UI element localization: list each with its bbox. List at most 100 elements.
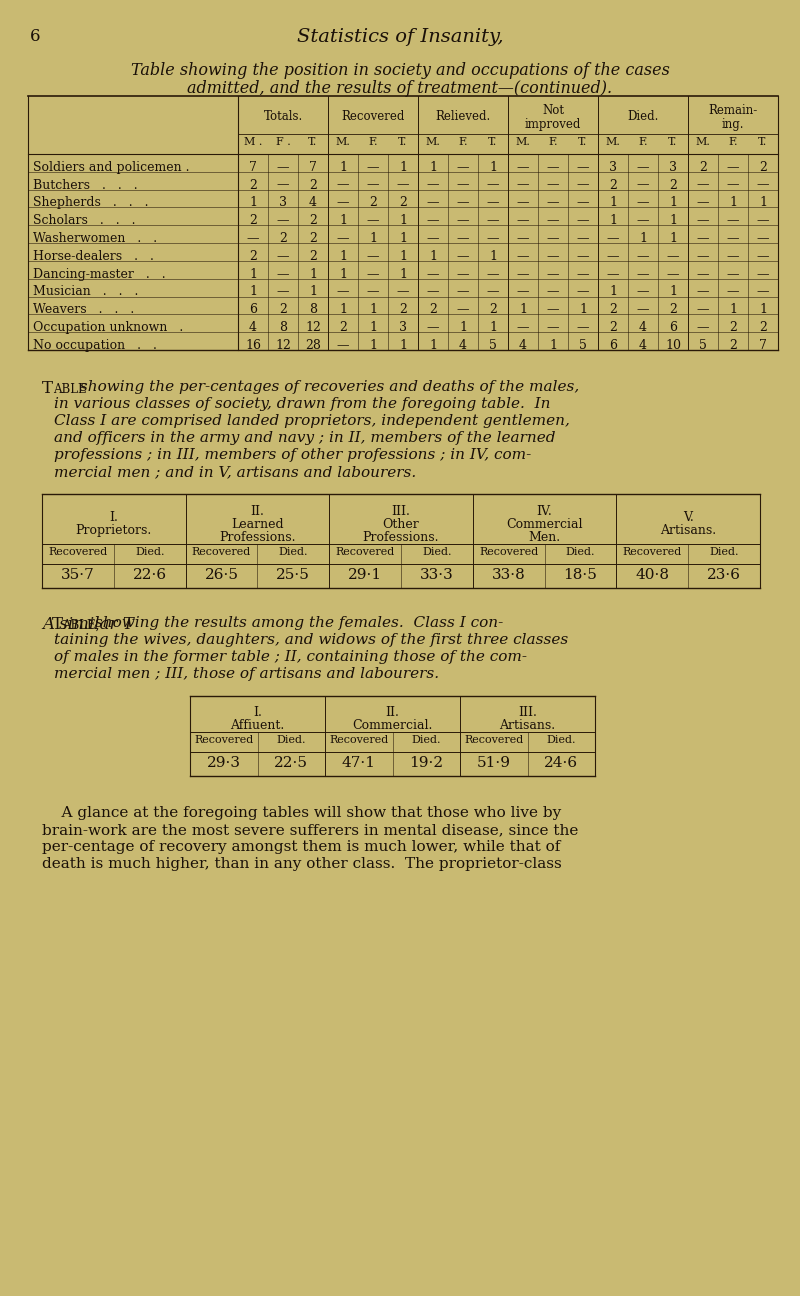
Text: —: — [697,214,710,227]
Text: V.: V. [683,511,694,524]
Text: Butchers   .   .   .: Butchers . . . [33,179,138,192]
Text: 1: 1 [309,268,317,281]
Text: 2: 2 [369,197,377,210]
Text: —: — [577,197,590,210]
Text: —: — [457,197,470,210]
Text: 1: 1 [429,250,437,263]
Text: 4: 4 [459,340,467,353]
Text: Recovered: Recovered [329,735,388,745]
Text: T.: T. [578,137,588,146]
Text: T.: T. [758,137,768,146]
Text: 1: 1 [249,197,257,210]
Text: —: — [517,179,530,192]
Text: T.: T. [308,137,318,146]
Text: 1: 1 [729,197,737,210]
Text: 5: 5 [489,340,497,353]
Text: Died.: Died. [278,547,308,557]
Text: 1: 1 [669,214,677,227]
Text: 1: 1 [249,268,257,281]
Text: —: — [577,268,590,281]
Text: —: — [637,303,650,316]
Text: —: — [486,214,499,227]
Text: —: — [486,197,499,210]
Text: —: — [577,285,590,298]
Text: 1: 1 [429,161,437,174]
Text: 1: 1 [249,285,257,298]
Text: Died.: Died. [277,735,306,745]
Text: —: — [757,232,770,245]
Text: 1: 1 [669,232,677,245]
Text: —: — [726,161,739,174]
Text: 24·6: 24·6 [544,756,578,770]
Text: 1: 1 [609,214,617,227]
Text: —: — [606,268,619,281]
Text: —: — [726,232,739,245]
Text: 1: 1 [669,197,677,210]
Text: —: — [577,179,590,192]
Text: 2: 2 [249,250,257,263]
Text: 1: 1 [489,321,497,334]
Text: —: — [426,214,439,227]
Text: 1: 1 [369,232,377,245]
Text: 1: 1 [639,232,647,245]
Text: —: — [637,161,650,174]
Text: 12: 12 [275,340,291,353]
Text: death is much higher, than in any other class.  The proprietor-class: death is much higher, than in any other … [42,857,562,871]
Text: Washerwomen   .   .: Washerwomen . . [33,232,157,245]
Text: 6: 6 [609,340,617,353]
Text: —: — [426,321,439,334]
Text: 1: 1 [369,303,377,316]
Text: Weavers   .   .   .: Weavers . . . [33,303,134,316]
Text: Recovered: Recovered [479,547,538,557]
Text: 4: 4 [249,321,257,334]
Text: —: — [426,232,439,245]
Text: Artisans.: Artisans. [660,524,716,537]
Text: —: — [397,285,410,298]
Text: 2: 2 [729,321,737,334]
Text: —: — [517,285,530,298]
Text: 2: 2 [429,303,437,316]
Text: —: — [426,197,439,210]
Text: —: — [637,179,650,192]
Text: 2: 2 [339,321,347,334]
Text: —: — [517,197,530,210]
Text: 2: 2 [759,161,767,174]
Text: 1: 1 [429,340,437,353]
Text: —: — [457,214,470,227]
Text: —: — [457,250,470,263]
Text: —: — [486,232,499,245]
Text: in various classes of society, drawn from the foregoing table.  In: in various classes of society, drawn fro… [54,397,550,411]
Text: —: — [457,232,470,245]
Text: Soldiers and policemen .: Soldiers and policemen . [33,161,190,174]
Text: Recovered: Recovered [622,547,682,557]
Text: IV.: IV. [537,505,553,518]
Text: 2: 2 [669,179,677,192]
Text: 2: 2 [279,303,287,316]
Text: admitted, and the results of treatment—(continued).: admitted, and the results of treatment—(… [187,80,613,97]
Text: Table showing the position in society and occupations of the cases: Table showing the position in society an… [130,62,670,79]
Text: —: — [606,250,619,263]
Text: —: — [757,285,770,298]
Text: —: — [637,214,650,227]
Text: 35·7: 35·7 [61,568,94,582]
Text: Not: Not [542,104,564,117]
Text: 22·5: 22·5 [274,756,308,770]
Text: 6: 6 [249,303,257,316]
Text: Statistics of Insanity,: Statistics of Insanity, [297,29,503,45]
Text: —: — [546,268,559,281]
Text: —: — [337,197,350,210]
Text: 47·1: 47·1 [342,756,376,770]
Text: —: — [546,285,559,298]
Text: Other: Other [382,518,419,531]
Text: —: — [517,232,530,245]
Text: 22·6: 22·6 [133,568,166,582]
Text: Occupation unknown   .: Occupation unknown . [33,321,183,334]
Text: III.: III. [518,706,537,719]
Text: ing.: ing. [722,118,744,131]
Text: —: — [697,250,710,263]
Text: II.: II. [386,706,399,719]
Text: T: T [42,380,53,397]
Text: T.: T. [398,137,408,146]
Text: 1: 1 [729,303,737,316]
Text: 4: 4 [639,321,647,334]
